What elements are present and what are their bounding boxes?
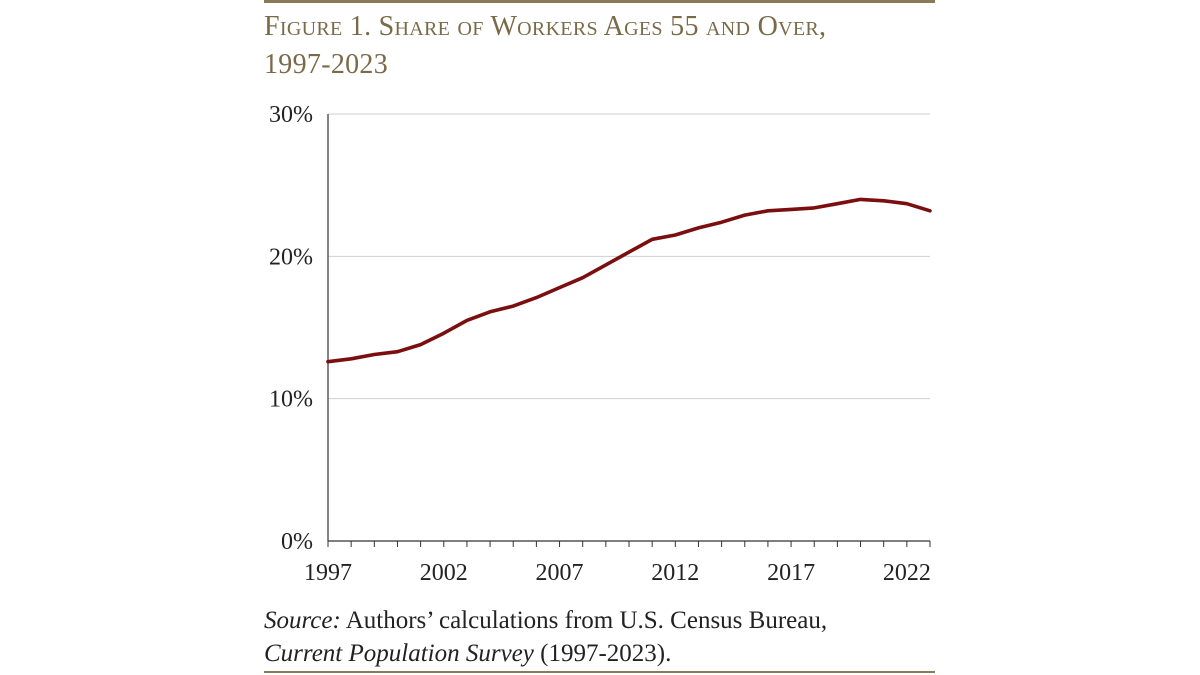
y-tick-label: 30% [269, 102, 313, 128]
data-point [465, 319, 468, 322]
x-tick-label: 2012 [651, 560, 699, 586]
data-point [813, 206, 816, 209]
x-tick-label: 2007 [536, 560, 584, 586]
figure-title-line-2: 1997-2023 [264, 49, 389, 80]
source-label: Source: [264, 607, 341, 634]
data-point [604, 263, 607, 266]
data-point [859, 198, 862, 201]
data-point [697, 226, 700, 229]
y-tick-label: 0% [281, 529, 313, 555]
x-tick-label: 2002 [420, 560, 468, 586]
data-point [350, 357, 353, 360]
series-line [326, 197, 932, 364]
source-tail: (1997-2023). [533, 640, 672, 667]
data-point [442, 332, 445, 335]
bottom-rule [264, 671, 935, 673]
data-point [373, 353, 376, 356]
data-point [512, 305, 515, 308]
source-text: Authors’ calculations from U.S. Census B… [340, 607, 828, 634]
figure-title: Figure 1. Share of Workers Ages 55 and O… [264, 8, 944, 84]
source-note: Source: Authors’ calculations from U.S. … [264, 604, 944, 670]
data-point [743, 214, 746, 217]
x-tick-label: 2022 [883, 560, 931, 586]
data-point [535, 296, 538, 299]
x-tick-label: 1997 [304, 560, 352, 586]
data-point [581, 276, 584, 279]
data-point [836, 202, 839, 205]
x-tick-label: 2017 [767, 560, 815, 586]
data-point [905, 202, 908, 205]
data-point [419, 343, 422, 346]
data-point [790, 208, 793, 211]
y-tick-label: 10% [269, 387, 313, 413]
data-point [327, 360, 330, 363]
source-survey-name: Current Population Survey [264, 640, 534, 667]
data-point [720, 221, 723, 224]
data-point [651, 238, 654, 241]
data-point [929, 209, 932, 212]
data-point [396, 350, 399, 353]
data-point [882, 199, 885, 202]
data-point [674, 233, 677, 236]
data-point [558, 286, 561, 289]
figure-title-line-1: Figure 1. Share of Workers Ages 55 and O… [264, 11, 827, 42]
data-point [766, 209, 769, 212]
data-point [628, 251, 631, 254]
top-rule [264, 0, 935, 3]
y-tick-label: 20% [269, 244, 313, 270]
data-point [489, 310, 492, 313]
